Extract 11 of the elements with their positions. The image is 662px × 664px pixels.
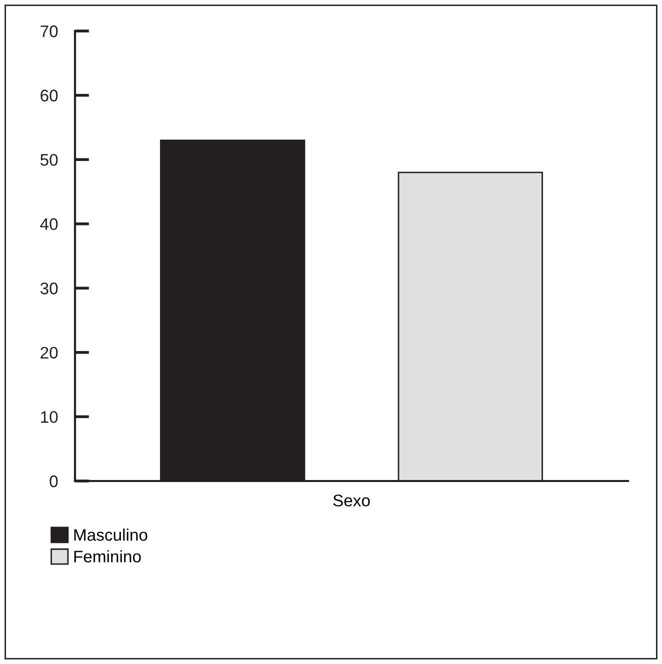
y-tick-label: 10 — [41, 411, 58, 423]
y-tick-label: 30 — [40, 282, 58, 294]
y-tick-label: 20 — [40, 346, 58, 359]
legend-label: Masculino — [74, 528, 148, 541]
x-axis-title: Sexo — [333, 494, 370, 506]
y-tick-label: 50 — [40, 154, 58, 166]
y-tick-label: 60 — [40, 90, 58, 102]
y-tick-label: 40 — [40, 218, 58, 230]
y-tick-label: 70 — [40, 25, 58, 38]
legend-label: Feminino — [74, 550, 141, 562]
y-tick-label: 0 — [50, 475, 58, 488]
